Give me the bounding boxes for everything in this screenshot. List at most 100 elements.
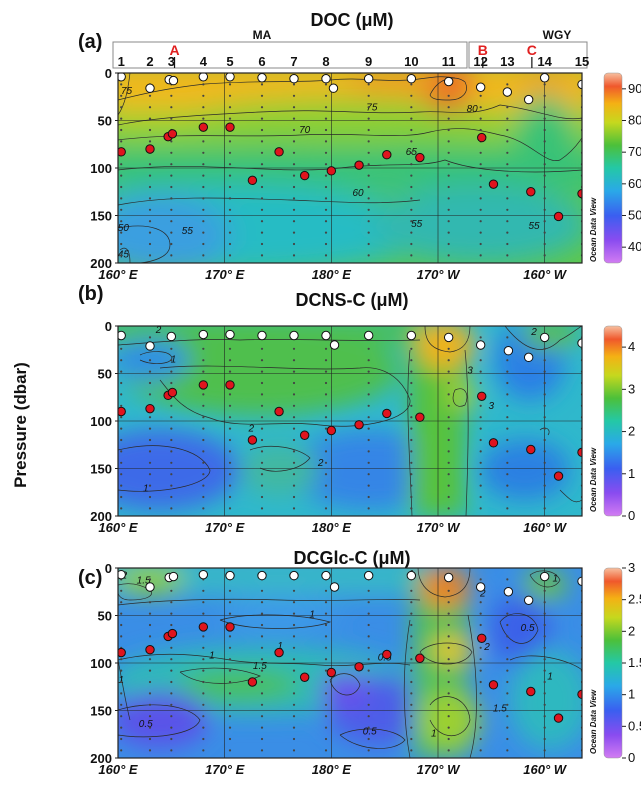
sample-depth-dot [410, 680, 413, 684]
sample-depth-dot [324, 658, 328, 661]
sample-depth-dot [228, 726, 232, 729]
sample-depth-dot [410, 601, 413, 604]
sample-depth-dot [479, 185, 482, 189]
deep-sample-marker [225, 122, 235, 132]
sample-depth-dot [148, 658, 152, 661]
sample-depth-dot [228, 208, 232, 211]
panel-c-watermark: Ocean Data View [589, 689, 598, 754]
sample-depth-dot [148, 737, 152, 741]
sample-depth-dot [292, 461, 296, 464]
sample-depth-dot [260, 117, 264, 120]
sample-depth-dot [447, 737, 450, 741]
sample-depth-dot [367, 174, 370, 177]
sample-depth-dot [120, 381, 123, 385]
sample-depth-dot [447, 163, 450, 166]
sample-depth-dot [506, 151, 509, 154]
region-box-wgy [468, 41, 588, 69]
sample-depth-dot [292, 427, 296, 430]
contour-label: 1 [171, 354, 177, 365]
sample-depth-dot [543, 680, 546, 684]
contour-label: 1 [118, 675, 124, 686]
sample-depth-dot [148, 703, 152, 706]
sample-depth-dot [410, 589, 413, 592]
y-tick-label: 100 [90, 161, 112, 176]
deep-sample-marker [167, 628, 178, 639]
sample-depth-dot [543, 128, 546, 132]
sample-depth-dot [410, 185, 413, 189]
sample-depth-dot [367, 726, 370, 729]
x-tick-label: 160° E [98, 762, 138, 777]
contour-label: 0.5 [363, 726, 377, 737]
sample-depth-dot [120, 461, 123, 464]
sample-depth-dot [202, 669, 205, 672]
sample-depth-dot [148, 726, 152, 729]
sample-depth-dot [324, 726, 328, 729]
sample-depth-dot [120, 185, 123, 189]
sample-depth-dot [506, 208, 509, 211]
sample-depth-dot [410, 495, 413, 499]
sample-depth-dot [367, 151, 370, 154]
sample-depth-dot [292, 128, 296, 132]
deep-sample-marker [477, 633, 487, 643]
sample-depth-dot [260, 669, 264, 672]
sample-depth-dot [260, 83, 264, 86]
sample-depth-dot [292, 220, 296, 223]
deep-sample-marker [274, 647, 284, 658]
sample-depth-dot [506, 692, 509, 695]
sample-depth-dot [228, 507, 232, 510]
contour-label: 3 [489, 401, 495, 412]
sample-depth-dot [170, 174, 173, 177]
sample-depth-dot [367, 635, 370, 638]
sample-depth-dot [367, 231, 370, 234]
sample-depth-dot [324, 635, 328, 638]
sample-depth-dot [447, 601, 450, 604]
sample-depth-dot [120, 749, 123, 752]
sample-depth-dot [260, 185, 264, 189]
sample-depth-dot [170, 347, 173, 350]
sample-depth-dot [202, 106, 205, 109]
sample-depth-dot [120, 117, 123, 120]
sample-depth-dot [479, 416, 482, 419]
y-tick-label: 50 [98, 367, 112, 382]
sample-depth-dot [410, 484, 413, 487]
surface-sample-marker [363, 570, 374, 581]
sample-depth-dot [228, 370, 232, 373]
sample-depth-dot [228, 231, 232, 234]
sample-depth-dot [324, 623, 328, 627]
sample-depth-dot [506, 359, 509, 362]
panel-c-letter: (c) [78, 567, 102, 589]
deep-sample-marker [553, 211, 564, 222]
sample-depth-dot [170, 404, 173, 407]
sample-depth-dot [260, 208, 264, 211]
sample-depth-dot [292, 623, 296, 627]
sample-depth-dot [148, 174, 152, 177]
sample-depth-dot [170, 231, 173, 234]
sample-depth-dot [148, 749, 152, 752]
sample-depth-dot [202, 635, 205, 638]
y-tick-label: 150 [90, 704, 112, 719]
surface-sample-marker [118, 73, 126, 82]
sample-depth-dot [260, 473, 264, 476]
sample-depth-dot [506, 495, 509, 499]
sample-depth-dot [292, 635, 296, 638]
x-tick-label: 180° E [312, 267, 352, 282]
sample-depth-dot [120, 416, 123, 419]
sample-depth-dot [260, 416, 264, 419]
x-tick-label: 170° W [417, 267, 462, 282]
sample-depth-dot [292, 254, 296, 257]
surface-sample-marker [225, 73, 235, 82]
surface-sample-marker [145, 341, 155, 351]
sample-depth-dot [506, 393, 509, 396]
sample-depth-dot [228, 117, 232, 120]
sample-depth-dot [292, 151, 296, 154]
surface-sample-marker [523, 595, 534, 605]
sample-depth-dot [228, 347, 232, 350]
contour-label: 55 [411, 219, 423, 230]
sample-depth-dot [410, 231, 413, 234]
contour-label: 1 [143, 484, 149, 495]
sample-depth-dot [292, 692, 296, 695]
sample-depth-dot [324, 94, 328, 97]
deep-sample-marker [488, 680, 499, 690]
sample-depth-dot [148, 336, 152, 339]
sample-depth-dot [324, 715, 328, 718]
